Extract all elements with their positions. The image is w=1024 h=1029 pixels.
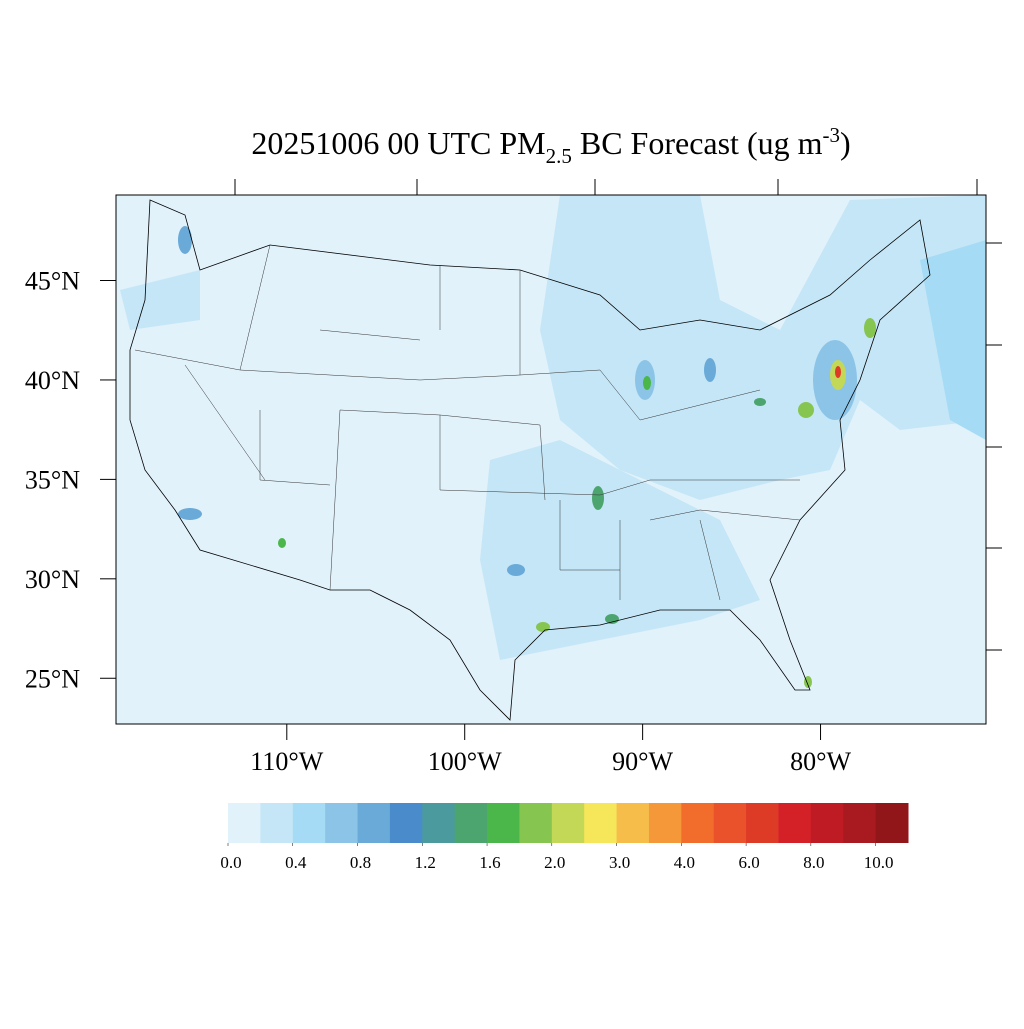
colorbar-box (713, 803, 747, 843)
lat-label: 25°N (25, 664, 80, 693)
lon-label: 110°W (250, 747, 323, 776)
colorbar-label: 1.2 (415, 853, 436, 872)
hotspot (864, 318, 876, 338)
lat-label: 35°N (25, 465, 80, 494)
lon-label: 100°W (428, 747, 502, 776)
colorbar-box (454, 803, 488, 843)
title-rest: BC Forecast (ug m (572, 125, 823, 161)
colorbar-label: 0.4 (285, 853, 307, 872)
hotspot (507, 564, 525, 576)
colorbar-box (487, 803, 520, 843)
colorbar-label: 1.6 (479, 853, 500, 872)
hotspot (605, 614, 619, 624)
hotspot (643, 376, 651, 390)
colorbar-box (746, 803, 779, 843)
colorbar-box (648, 803, 682, 843)
colorbar-box (260, 803, 294, 843)
colorbar-box (778, 803, 812, 843)
map-frame (115, 194, 987, 725)
coastline (129, 199, 931, 721)
colorbar-box (228, 803, 261, 843)
elevated-area (120, 270, 200, 330)
title-end: ) (840, 125, 851, 161)
lon-label: 90°W (612, 747, 673, 776)
colorbar-box (519, 803, 553, 843)
hotspot (178, 508, 202, 520)
title-subscript: 2.5 (546, 144, 572, 168)
colorbar-box (292, 803, 326, 843)
title-superscript: -3 (822, 123, 840, 147)
colorbar-box (616, 803, 650, 843)
colorbar-box (681, 803, 715, 843)
title-main: 20251006 00 UTC PM (251, 125, 545, 161)
hotspot (835, 366, 841, 378)
lon-label: 80°W (790, 747, 851, 776)
lat-label: 45°N (25, 267, 80, 296)
hotspot (278, 538, 286, 548)
title: 20251006 00 UTC PM2.5 BC Forecast (ug m-… (251, 123, 850, 168)
colorbar-box (389, 803, 423, 843)
map-field (116, 195, 986, 724)
colorbar-label: 3.0 (609, 853, 630, 872)
colorbar-box (584, 803, 618, 843)
hotspot (592, 486, 604, 510)
colorbar-label: 10.0 (864, 853, 894, 872)
colorbar-label: 4.0 (674, 853, 695, 872)
colorbar-box (422, 803, 456, 843)
colorbar-box (843, 803, 877, 843)
hotspot (536, 622, 550, 632)
projection-ticks (234, 179, 1002, 651)
lat-label: 40°N (25, 366, 80, 395)
colorbar-label: 6.0 (738, 853, 759, 872)
hotspot (704, 358, 716, 382)
hotspot (754, 398, 766, 406)
colorbar-box (357, 803, 391, 843)
elevated-area (540, 195, 986, 500)
colorbar-box (325, 803, 359, 843)
state-boundaries (134, 244, 801, 601)
lat-label: 30°N (25, 565, 80, 594)
hotspot (798, 402, 814, 418)
hotspot (178, 226, 192, 254)
colorbar-box (810, 803, 844, 843)
colorbar-label: 0.8 (350, 853, 371, 872)
elevated-area (920, 240, 986, 440)
colorbar-label: 0.0 (220, 853, 241, 872)
colorbar-label: 2.0 (544, 853, 565, 872)
colorbar-label: 8.0 (803, 853, 824, 872)
colorbar-box (551, 803, 585, 843)
colorbar-box (875, 803, 909, 843)
